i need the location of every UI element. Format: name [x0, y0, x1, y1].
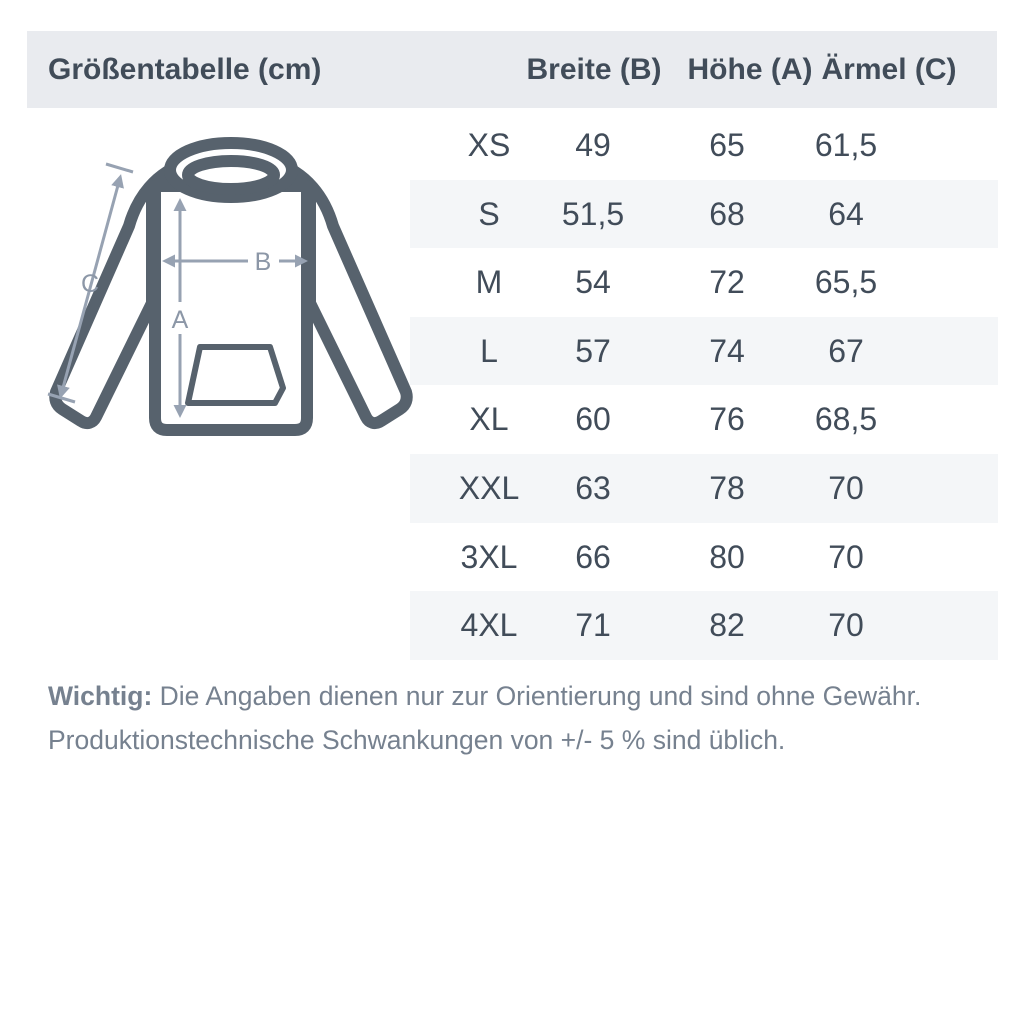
column-header-breite: Breite (B) [526, 53, 662, 86]
disclaimer-note: Wichtig: Die Angaben dienen nur zur Orie… [48, 674, 983, 762]
size-label: 3XL [460, 538, 518, 575]
aermel-value: 64 [828, 195, 864, 232]
table-row-3xl: 3XL 66 80 70 [410, 523, 998, 592]
disclaimer-text-1: Die Angaben dienen nur zur Orientierung … [159, 681, 922, 711]
aermel-value: 70 [828, 607, 864, 644]
size-label: 4XL [460, 607, 518, 644]
breite-value: 49 [575, 127, 611, 163]
aermel-value: 70 [828, 538, 864, 575]
hoehe-value: 82 [709, 607, 745, 644]
hoehe-value: 68 [709, 195, 745, 232]
table-row-4xl: 4XL 71 82 70 [410, 591, 998, 660]
breite-value: 66 [575, 538, 611, 575]
hoodie-pocket [185, 344, 286, 406]
size-label: XS [467, 127, 511, 163]
table-row-l: L 57 74 67 [410, 316, 998, 386]
table-row-xs: XS 49 65 61,5 [410, 111, 998, 180]
size-label: S [478, 195, 500, 232]
hoehe-value: 76 [709, 401, 745, 438]
hoehe-value: 80 [709, 538, 745, 575]
breite-value: 63 [575, 469, 611, 506]
disclaimer-prefix: Wichtig: [48, 681, 153, 711]
size-label: XXL [458, 469, 520, 506]
breite-value: 57 [575, 332, 611, 369]
column-header-aermel: Ärmel (C) [821, 53, 957, 86]
hoehe-value: 78 [709, 469, 745, 506]
hoehe-value: 72 [709, 264, 745, 301]
aermel-value: 61,5 [814, 127, 878, 163]
breite-value: 71 [575, 607, 611, 644]
aermel-value: 67 [828, 332, 864, 369]
hoehe-value: 74 [709, 332, 745, 369]
size-chart-header: Größentabelle (cm) Breite (B) Höhe (A) Ä… [27, 31, 997, 108]
aermel-value: 68,5 [814, 401, 878, 438]
measure-label-c: C [81, 270, 99, 298]
table-row-s: S 51,5 68 64 [410, 179, 998, 249]
aermel-value: 65,5 [814, 264, 878, 301]
disclaimer-line-2: Produktionstechnische Schwankungen von +… [48, 725, 786, 755]
arrow-c [57, 174, 124, 399]
column-header-hoehe: Höhe (A) [687, 53, 813, 86]
hoodie-hood-inner [182, 155, 280, 195]
table-row-xxl: XXL 63 78 70 [410, 453, 998, 523]
breite-value: 60 [575, 401, 611, 438]
hoodie-measurement-diagram: A B C [47, 137, 413, 436]
arrow-c-top-tick [105, 162, 134, 174]
page-title: Größentabelle (cm) [48, 53, 322, 86]
table-row-xl: XL 60 76 68,5 [410, 385, 998, 454]
table-row-m: M 54 72 65,5 [410, 248, 998, 317]
arrow-c-bottom-tick [47, 392, 76, 404]
measurement-arrows [47, 162, 308, 418]
measure-label-a: A [172, 306, 189, 334]
breite-value: 54 [575, 264, 611, 301]
size-label: L [480, 332, 498, 369]
measure-label-b: B [255, 248, 272, 276]
size-label: M [475, 264, 503, 301]
hoodie-right-sleeve [267, 156, 413, 430]
size-label: XL [469, 401, 509, 438]
hoehe-value: 65 [709, 127, 745, 163]
breite-value: 51,5 [561, 195, 625, 232]
size-table: XS 49 65 61,5 S 51,5 68 64 M 54 72 65,5 … [410, 111, 998, 660]
aermel-value: 70 [828, 469, 864, 506]
disclaimer-line-1: Wichtig: Die Angaben dienen nur zur Orie… [48, 674, 983, 718]
